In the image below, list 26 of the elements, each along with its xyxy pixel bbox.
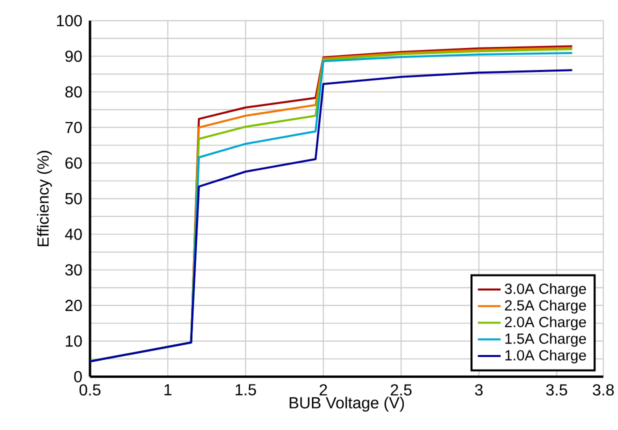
- legend-label: 2.0A Charge: [505, 316, 586, 330]
- y-tick-label: 0: [74, 371, 82, 382]
- y-tick-label: 30: [65, 264, 82, 276]
- y-tick-label: 50: [65, 193, 82, 204]
- legend-label: 1.0A Charge: [505, 350, 586, 364]
- legend-label: 3.0A Charge: [504, 283, 586, 297]
- x-tick-label: 1.5: [236, 384, 256, 396]
- y-tick-label: 70: [65, 122, 82, 134]
- y-tick-label: 80: [65, 86, 82, 98]
- legend-label: 1.5A Charge: [505, 333, 586, 347]
- y-tick-label: 90: [65, 50, 82, 62]
- legend-label: 2.5A Charge: [505, 300, 586, 314]
- x-tick-label: 3: [475, 384, 483, 396]
- y-tick-label: 10: [66, 335, 82, 347]
- x-tick-label: 1: [164, 384, 172, 396]
- y-tick-label: 100: [56, 15, 82, 26]
- x-tick-label: 3.8: [592, 384, 614, 396]
- x-tick-label: 3.5: [546, 384, 568, 396]
- x-tick-label: 2: [320, 384, 327, 396]
- y-tick-label: 60: [65, 157, 82, 169]
- y-tick-label: 40: [65, 228, 82, 240]
- x-tick-label: 2.5: [390, 384, 412, 396]
- x-tick-label: 0.5: [80, 384, 100, 396]
- y-tick-label: 20: [65, 300, 82, 312]
- y-axis-title: Efficiency (%): [37, 150, 52, 246]
- x-axis-title: BUB Voltage (V): [290, 396, 404, 412]
